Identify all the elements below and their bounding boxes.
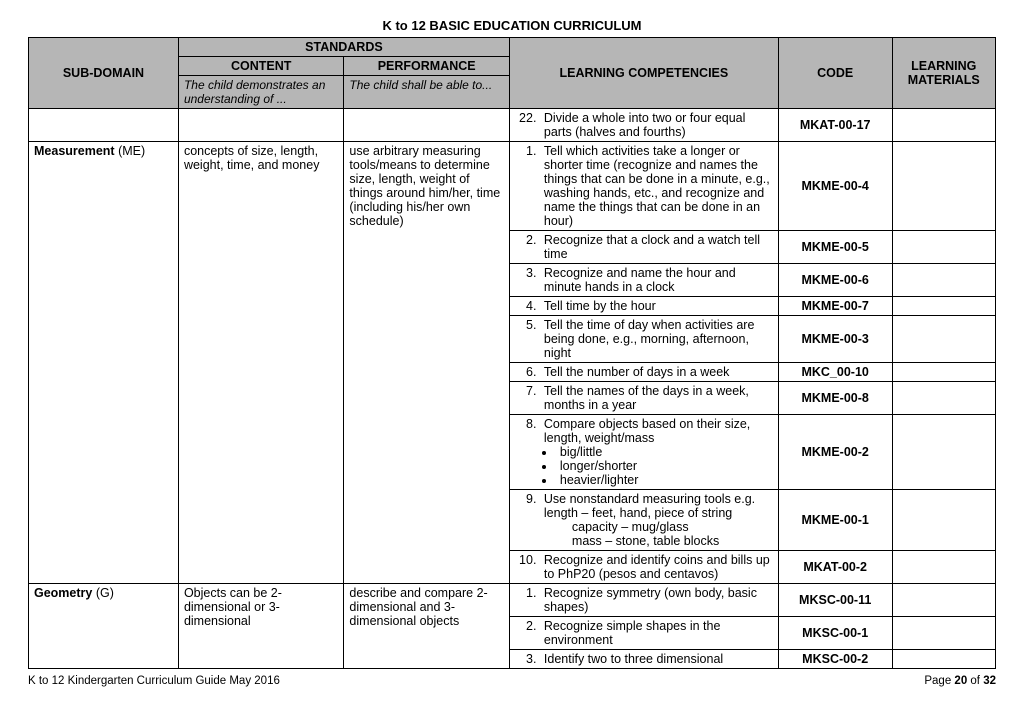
competency-cell: Compare objects based on their size, len… (509, 415, 778, 490)
page-footer: K to 12 Kindergarten Curriculum Guide Ma… (28, 675, 996, 687)
code-cell: MKME-00-4 (778, 142, 892, 231)
materials-cell (892, 650, 995, 669)
competency-cell: Recognize simple shapes in the environme… (509, 617, 778, 650)
competency-cell: Tell which activities take a longer or s… (509, 142, 778, 231)
materials-cell (892, 415, 995, 490)
competency-cell: Identify two to three dimensional (509, 650, 778, 669)
competency-cell: Recognize symmetry (own body, basic shap… (509, 584, 778, 617)
competency-cell: Tell the number of days in a week (509, 363, 778, 382)
competency-cell: Tell the names of the days in a week, mo… (509, 382, 778, 415)
hdr-materials: LEARNING MATERIALS (892, 38, 995, 109)
competency-cell: Recognize and name the hour and minute h… (509, 264, 778, 297)
page-title: K to 12 BASIC EDUCATION CURRICULUM (28, 18, 996, 33)
materials-cell (892, 617, 995, 650)
materials-cell (892, 316, 995, 363)
hdr-performance-sub: The child shall be able to... (344, 76, 509, 109)
materials-cell (892, 264, 995, 297)
code-cell: MKAT-00-2 (778, 551, 892, 584)
code-cell: MKME-00-1 (778, 490, 892, 551)
hdr-content-sub: The child demonstrates an understanding … (178, 76, 343, 109)
hdr-content: CONTENT (178, 57, 343, 76)
code-cell: MKAT-00-17 (778, 109, 892, 142)
hdr-standards: STANDARDS (178, 38, 509, 57)
materials-cell (892, 584, 995, 617)
materials-cell (892, 231, 995, 264)
curriculum-table: SUB-DOMAIN STANDARDS LEARNING COMPETENCI… (28, 37, 996, 669)
competency-cell: Recognize that a clock and a watch tell … (509, 231, 778, 264)
competency-cell: Recognize and identify coins and bills u… (509, 551, 778, 584)
materials-cell (892, 382, 995, 415)
hdr-performance: PERFORMANCE (344, 57, 509, 76)
competency-cell: Tell time by the hour (509, 297, 778, 316)
subdomain-g: Geometry (G) (29, 584, 179, 669)
content-g: Objects can be 2-dimensional or 3-dimens… (178, 584, 343, 669)
hdr-competencies: LEARNING COMPETENCIES (509, 38, 778, 109)
hdr-code: CODE (778, 38, 892, 109)
code-cell: MKME-00-6 (778, 264, 892, 297)
materials-cell (892, 551, 995, 584)
code-cell: MKME-00-5 (778, 231, 892, 264)
performance-g: describe and compare 2-dimensional and 3… (344, 584, 509, 669)
content-me: concepts of size, length, weight, time, … (178, 142, 343, 584)
code-cell: MKSC-00-2 (778, 650, 892, 669)
materials-cell (892, 490, 995, 551)
performance-me: use arbitrary measuring tools/means to d… (344, 142, 509, 584)
hdr-subdomain: SUB-DOMAIN (29, 38, 179, 109)
code-cell: MKME-00-2 (778, 415, 892, 490)
code-cell: MKME-00-3 (778, 316, 892, 363)
code-cell: MKME-00-7 (778, 297, 892, 316)
footer-page: Page 20 of 32 (924, 675, 996, 687)
materials-cell (892, 363, 995, 382)
blank-content (178, 109, 343, 142)
code-cell: MKC_00-10 (778, 363, 892, 382)
subdomain-me: Measurement (ME) (29, 142, 179, 584)
materials-cell (892, 109, 995, 142)
table-row: Measurement (ME)concepts of size, length… (29, 142, 996, 231)
footer-left: K to 12 Kindergarten Curriculum Guide Ma… (28, 675, 280, 687)
code-cell: MKME-00-8 (778, 382, 892, 415)
competency-cell: Tell the time of day when activities are… (509, 316, 778, 363)
code-cell: MKSC-00-1 (778, 617, 892, 650)
competency-cell: Divide a whole into two or four equal pa… (509, 109, 778, 142)
code-cell: MKSC-00-11 (778, 584, 892, 617)
blank-performance (344, 109, 509, 142)
materials-cell (892, 142, 995, 231)
blank-subdomain (29, 109, 179, 142)
competency-cell: Use nonstandard measuring tools e.g. len… (509, 490, 778, 551)
table-row: Geometry (G)Objects can be 2-dimensional… (29, 584, 996, 617)
materials-cell (892, 297, 995, 316)
